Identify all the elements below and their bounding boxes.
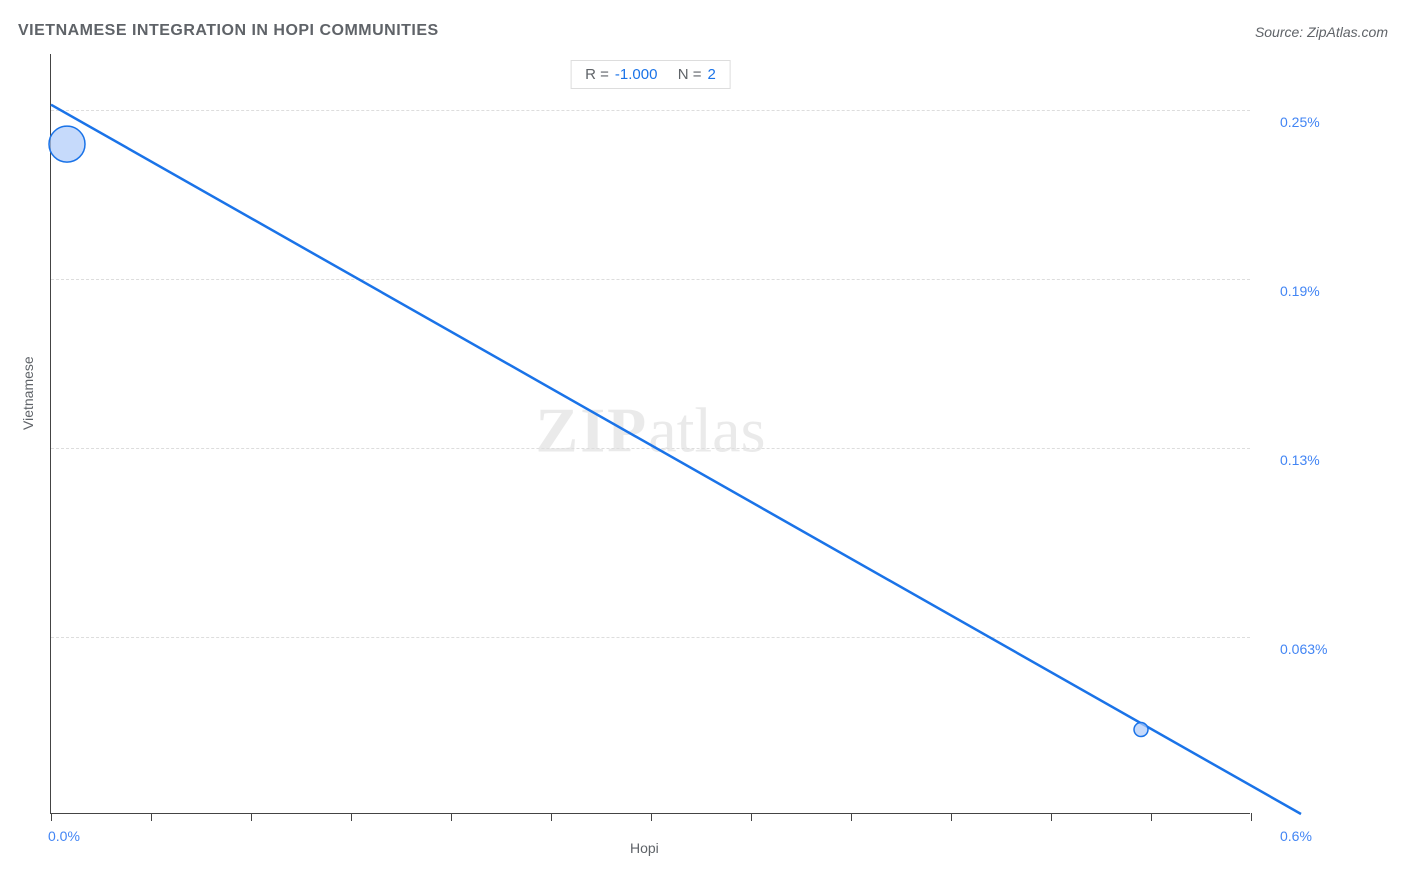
x-tick [251,813,252,821]
trendline [51,105,1301,814]
chart-title: VIETNAMESE INTEGRATION IN HOPI COMMUNITI… [18,22,439,40]
y-axis-label: Vietnamese [20,356,36,430]
x-tick [551,813,552,821]
x-tick [51,813,52,821]
y-tick-label: 0.25% [1280,114,1320,130]
x-tick-label-min: 0.0% [48,828,80,844]
data-point [1134,723,1148,737]
source-attribution: Source: ZipAtlas.com [1255,24,1388,40]
x-tick-label-max: 0.6% [1280,828,1312,844]
y-tick-label: 0.063% [1280,641,1327,657]
x-tick [751,813,752,821]
y-tick-label: 0.13% [1280,452,1320,468]
chart-svg [51,54,1250,813]
x-tick [351,813,352,821]
x-tick [1051,813,1052,821]
x-tick [651,813,652,821]
data-point [49,126,85,162]
x-tick [1251,813,1252,821]
x-tick [451,813,452,821]
x-tick [1151,813,1152,821]
y-tick-label: 0.19% [1280,283,1320,299]
x-tick [851,813,852,821]
x-tick [151,813,152,821]
data-points [49,126,1148,736]
chart-container: VIETNAMESE INTEGRATION IN HOPI COMMUNITI… [0,0,1406,892]
x-axis-label: Hopi [630,840,659,856]
x-tick [951,813,952,821]
plot-area: R = -1.000 N = 2 ZIPatlas [50,54,1250,814]
